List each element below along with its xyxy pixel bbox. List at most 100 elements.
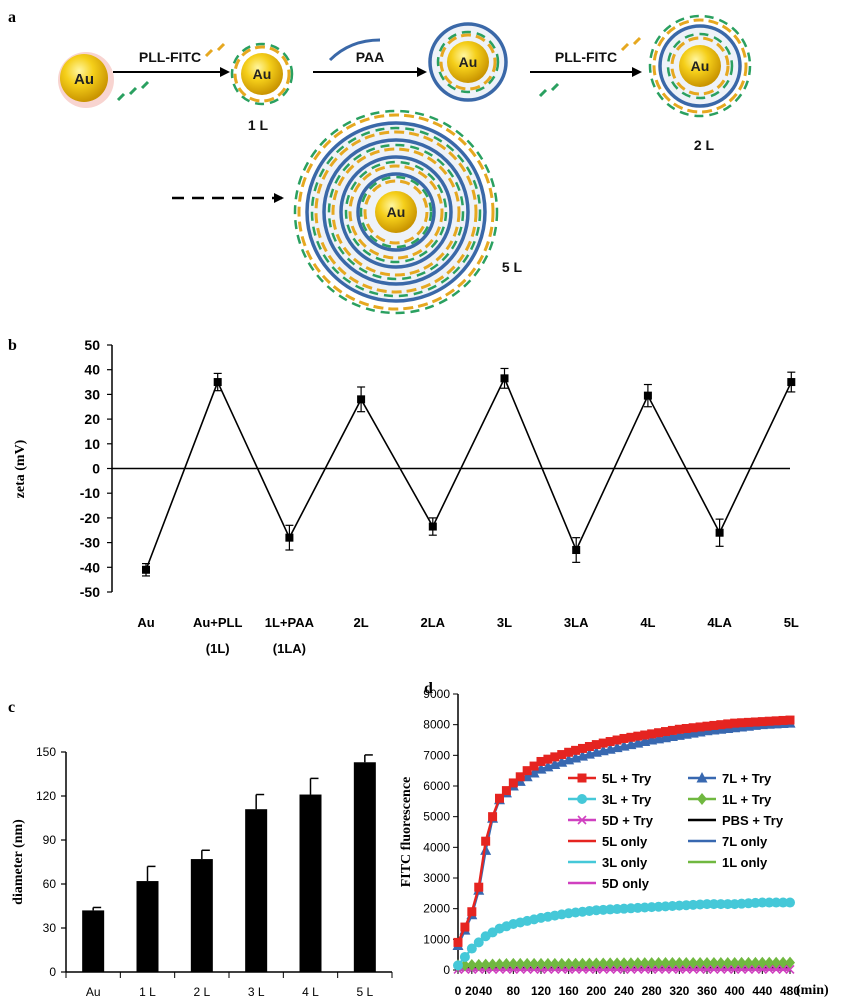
marker-diamond	[536, 957, 546, 970]
y-tick-label: 0	[49, 965, 56, 979]
data-point	[643, 391, 652, 400]
y-tick-label: 4000	[423, 840, 450, 854]
marker-circle	[771, 897, 782, 908]
marker-diamond	[494, 958, 505, 971]
marker-square	[515, 772, 525, 782]
marker-square	[453, 937, 463, 947]
marker-diamond	[695, 956, 706, 969]
x-tick-label: Au	[86, 985, 101, 999]
x-tick-label: 5 L	[356, 985, 373, 999]
marker-circle	[715, 899, 726, 910]
series-5l-try	[453, 715, 795, 947]
au-label: Au	[253, 66, 272, 82]
y-tick-label: 60	[43, 877, 57, 891]
marker-square	[467, 907, 477, 917]
marker-diamond	[632, 957, 643, 970]
x-tick-label: 440	[752, 984, 772, 998]
panel-label-c: c	[8, 699, 15, 716]
marker-x	[640, 964, 650, 974]
legend: 5L + Try 7L + Try 3L + Try 1L + Try 5D + Try…	[568, 771, 784, 891]
x-tick-label: 280	[642, 984, 662, 998]
marker-diamond	[501, 958, 512, 971]
marker-square	[716, 720, 726, 730]
marker-diamond	[563, 957, 574, 970]
marker-diamond	[625, 957, 636, 970]
marker-x	[667, 964, 677, 974]
marker-square	[744, 717, 753, 727]
paa-layer	[322, 138, 470, 286]
marker-diamond	[736, 956, 747, 969]
marker-x	[688, 964, 698, 974]
x-tick-label: 1 L	[139, 985, 156, 999]
data-point	[715, 528, 724, 537]
marker-square	[778, 715, 788, 725]
x-tick-label: 2 L	[193, 985, 210, 999]
marker-square	[619, 733, 629, 743]
x-tick-label: 320	[669, 984, 689, 998]
x-tick-label: 20	[465, 984, 479, 998]
fluorescence-chart: FITC fluorescence (min) 0100020003000400…	[399, 687, 829, 998]
marker-square	[640, 730, 650, 740]
x-tick-label: 3 L	[248, 985, 265, 999]
marker-square	[688, 723, 698, 733]
y-axis-label: zeta (mV)	[13, 439, 28, 498]
marker-x	[750, 964, 760, 974]
bar	[299, 794, 322, 972]
legend-label: 5L only	[602, 834, 648, 849]
y-tick-label: 30	[84, 386, 100, 402]
marker-square	[495, 793, 504, 803]
marker-x	[612, 964, 622, 974]
fitc-layer	[293, 109, 499, 315]
marker-diamond	[715, 956, 726, 969]
marker-triangle	[696, 772, 708, 783]
marker-square	[508, 778, 518, 788]
legend-label: 3L only	[602, 855, 648, 870]
marker-x	[778, 964, 788, 974]
pll-layer	[331, 147, 461, 277]
data-point	[787, 378, 796, 387]
marker-diamond	[466, 959, 477, 972]
marker-square	[730, 718, 740, 728]
x-tick-label: 2LA	[421, 615, 446, 630]
marker-diamond	[508, 957, 519, 970]
legend-label: 1L + Try	[722, 792, 772, 807]
pll-layer	[314, 130, 478, 294]
y-tick-label: 90	[43, 833, 57, 847]
pll-chain-icon-4	[620, 36, 642, 52]
marker-diamond	[487, 958, 498, 971]
marker-square	[771, 716, 781, 726]
series-3l-try	[453, 897, 795, 971]
marker-x	[716, 964, 726, 974]
marker-x	[723, 964, 733, 974]
x-tick-label: (1LA)	[273, 641, 306, 656]
bar	[136, 881, 159, 972]
data-marks	[142, 367, 796, 577]
pll-layer	[363, 179, 429, 245]
paa-chain-icon	[328, 38, 381, 62]
data-point	[285, 533, 294, 542]
x-tick-label: 80	[507, 984, 521, 998]
marker-circle	[785, 897, 795, 908]
marker-diamond	[674, 956, 685, 969]
y-tick-label: 0	[92, 461, 100, 477]
marker-square	[571, 745, 581, 755]
x-tick-label: 200	[586, 984, 606, 998]
marker-square	[654, 728, 664, 738]
marker-diamond	[522, 957, 533, 970]
marker-square	[723, 719, 733, 729]
legend-label: 7L + Try	[722, 771, 772, 786]
marker-x	[764, 964, 774, 974]
marker-diamond	[653, 957, 664, 970]
y-tick-label: -20	[80, 510, 100, 526]
x-tick-label: 120	[531, 984, 551, 998]
marker-square	[633, 731, 643, 741]
panel-label-d: d	[424, 680, 433, 697]
marker-x	[709, 964, 719, 974]
marker-square	[681, 724, 691, 733]
x-tick-label: 400	[725, 984, 745, 998]
y-tick-label: 0	[443, 963, 450, 977]
marker-square	[474, 882, 484, 892]
legend-label: 7L only	[722, 834, 768, 849]
